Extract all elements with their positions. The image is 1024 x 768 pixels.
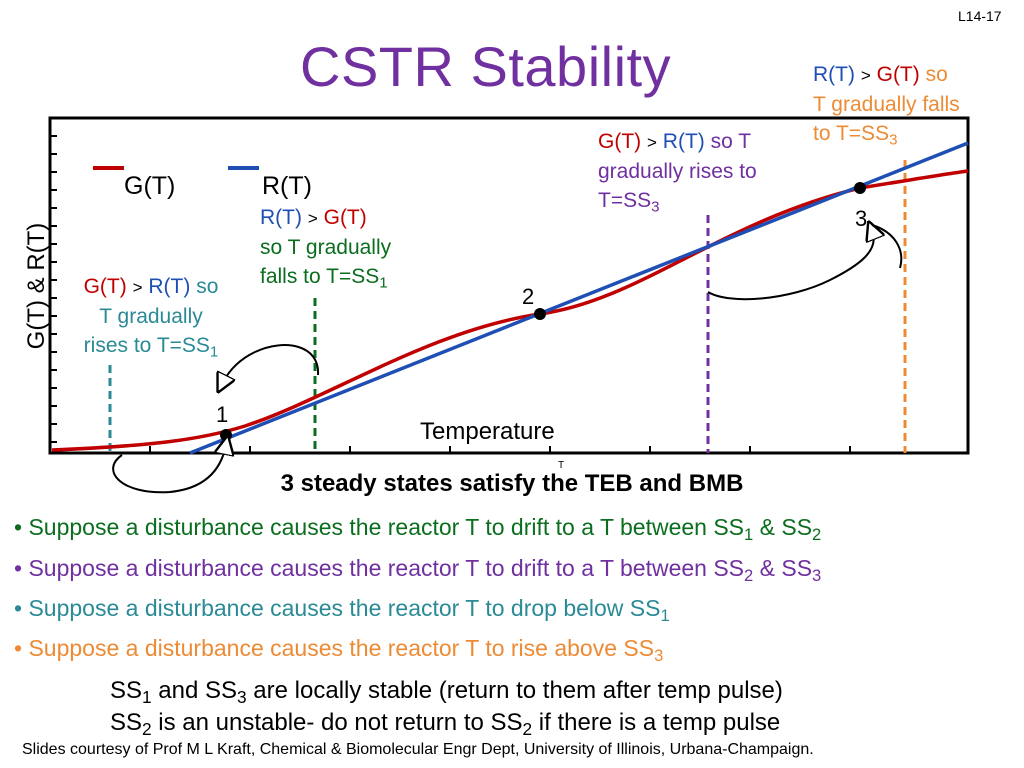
stability-chart — [48, 116, 970, 494]
conclusion-line-1: SS1 and SS3 are locally stable (return t… — [110, 677, 783, 708]
bullet-1: • Suppose a disturbance causes the react… — [14, 514, 822, 544]
x-axis-small-label: T — [558, 460, 565, 471]
ss2-label: 2 — [522, 284, 535, 309]
bullet-2: • Suppose a disturbance causes the react… — [14, 555, 822, 585]
y-axis-label: G(T) & R(T) — [23, 222, 50, 350]
arrow-between-ss1-ss2 — [222, 344, 320, 384]
ss3-point — [854, 182, 866, 194]
footer-credit: Slides courtesy of Prof M L Kraft, Chemi… — [22, 741, 814, 758]
ss1-label: 1 — [216, 402, 229, 427]
ss1-point — [220, 429, 232, 441]
x-axis-ticks — [149, 446, 851, 453]
ss2-point — [534, 308, 546, 320]
annotation-green: R(T) > G(T) so T gradually falls to T=SS… — [260, 206, 392, 292]
slide-number: L14-17 — [958, 8, 1002, 24]
arrow-below-ss1 — [112, 445, 226, 494]
r-curve — [189, 141, 969, 455]
y-axis-ticks — [50, 135, 57, 443]
annotation-teal: G(T) > R(T) so T gradually rises to T=SS… — [83, 275, 219, 361]
bullet-4: • Suppose a disturbance causes the react… — [14, 635, 664, 665]
legend-r-label: R(T) — [262, 172, 312, 200]
plot-frame — [48, 116, 970, 455]
slide-title: CSTR Stability — [300, 35, 672, 98]
arrow-above-ss3 — [871, 224, 903, 269]
legend-g-label: G(T) — [124, 172, 176, 200]
annotation-orange: R(T) > G(T) so T gradually falls to T=SS… — [813, 63, 960, 149]
bullet-3: • Suppose a disturbance causes the react… — [14, 595, 670, 625]
x-axis-label: Temperature — [420, 418, 555, 445]
annotation-purple: G(T) > R(T) so T gradually rises to T=SS… — [598, 130, 757, 216]
arrow-between-ss2-ss3 — [707, 230, 874, 301]
conclusion-line-2: SS2 is an unstable- do not return to SS2… — [110, 709, 781, 740]
ss3-label: 3 — [855, 206, 868, 231]
chart-subtitle: 3 steady states satisfy the TEB and BMB — [280, 470, 744, 497]
